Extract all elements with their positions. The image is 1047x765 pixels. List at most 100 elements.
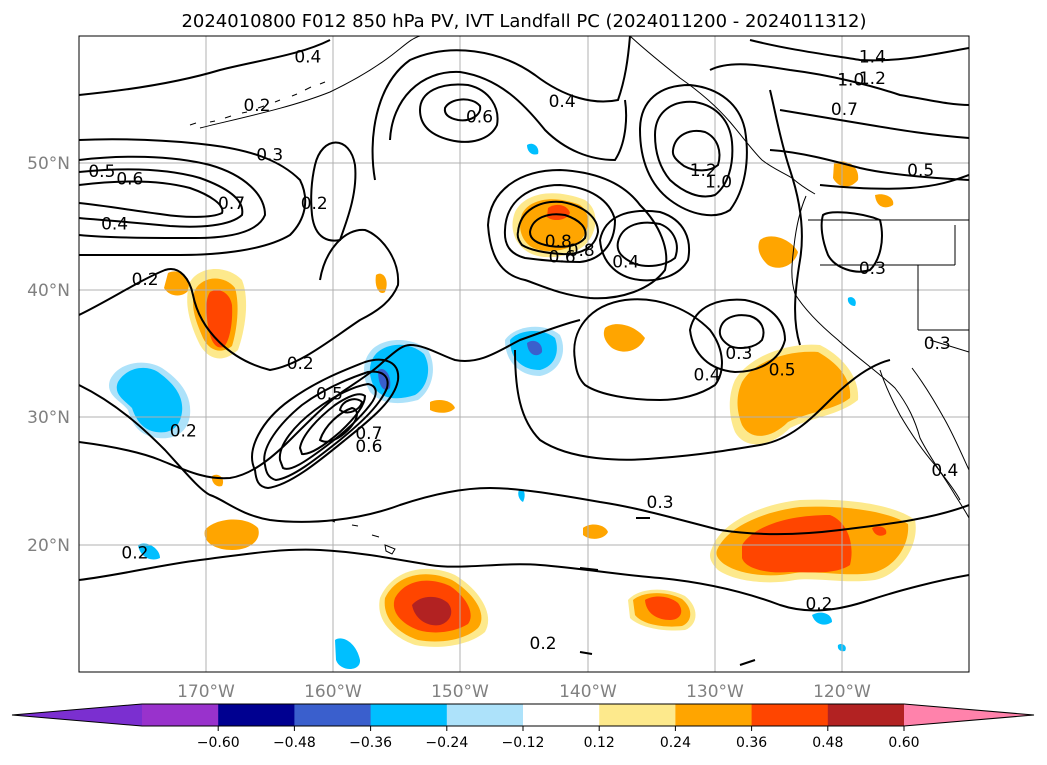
contour-label: 0.5 [316, 385, 343, 405]
pv-contour [486, 168, 668, 300]
contour-label: 0.5 [88, 162, 115, 182]
colorbar-segment [827, 704, 905, 726]
contour-labels: 0.40.20.30.5 0.60.70.40.20.20.60.40.80.60… [88, 48, 958, 654]
lon-tick-label: 120°W [813, 682, 871, 702]
ivt-negative-area [812, 612, 832, 625]
pv-contour [263, 370, 389, 482]
contour-label: 0.3 [725, 344, 752, 364]
contour-label: 0.6 [466, 107, 493, 127]
colorbar-tick-label: −0.48 [273, 735, 316, 751]
north-america-west-coast [791, 195, 969, 519]
contour-label: 1.2 [859, 69, 886, 89]
ivt-positive-area [430, 400, 455, 413]
pv-contours [79, 36, 969, 666]
pv-contour [79, 39, 331, 96]
map-frame [78, 35, 970, 673]
contour-label: 1.4 [859, 48, 886, 68]
contour-label: 0.2 [170, 422, 197, 442]
ivt-negative-area [138, 543, 160, 560]
ivt-positive-area [583, 524, 608, 539]
colorbar-segment [599, 704, 676, 726]
ivt-positive-area [645, 596, 682, 620]
pv-contour [278, 382, 377, 470]
map-title: 2024010800 F012 850 hPa PV, IVT Landfall… [181, 11, 866, 32]
lon-tick-label: 150°W [431, 682, 489, 702]
pv-contour [820, 211, 883, 273]
colorbar-tick-label: −0.60 [197, 735, 240, 751]
contour-label: 0.7 [218, 194, 245, 214]
contour-label: 0.2 [287, 354, 314, 374]
contour-label: 0.6 [549, 247, 576, 267]
pv-contour [638, 83, 748, 217]
ivt-positive-area [520, 199, 589, 252]
ivt-positive-area [758, 236, 798, 268]
contour-label: 0.6 [116, 170, 143, 190]
colorbar-outline [11, 703, 1035, 727]
ivt-positive-area [875, 194, 894, 208]
contour-label: 0.4 [931, 461, 958, 481]
ivt-negative-area [527, 340, 543, 356]
colorbar-segment [370, 704, 448, 726]
lon-tick-label: 130°W [686, 682, 744, 702]
pv-contour [310, 141, 357, 242]
ivt-positive-area [742, 515, 852, 573]
colorbar-segment [751, 704, 829, 726]
pv-contour [371, 36, 631, 181]
pv-contour [298, 393, 367, 456]
pv-contour [709, 63, 969, 106]
pv-contour [769, 89, 803, 346]
colorbar-tick-label: 0.24 [660, 735, 691, 751]
contour-label: 1.2 [690, 161, 717, 181]
pv-contour [418, 83, 499, 143]
lat-tick-label: 20°N [27, 536, 70, 556]
contour-label: 1.0 [705, 172, 732, 192]
state-borders [808, 219, 969, 353]
colorbar-tick-label: 0.48 [812, 735, 843, 751]
ivt-shading [109, 143, 916, 669]
contour-label: 0.3 [859, 259, 886, 279]
colorbar-segment [523, 704, 600, 726]
ivt-positive-area [206, 290, 233, 348]
contour-label: 0.7 [355, 424, 382, 444]
lat-tick-label: 50°N [27, 154, 70, 174]
pv-contour [718, 314, 765, 349]
pv-contour [79, 180, 224, 218]
colorbar-extend-low [12, 704, 142, 726]
ivt-positive-area [737, 351, 851, 436]
map-panel: 0.40.20.30.5 0.60.70.40.20.20.60.40.80.60… [27, 35, 970, 702]
ivt-negative-area [847, 297, 856, 306]
contour-label: 0.8 [545, 232, 572, 252]
lon-tick-label: 140°W [559, 682, 617, 702]
contour-label: 0.4 [294, 48, 321, 68]
colorbar-tick-label: −0.12 [502, 735, 545, 751]
ivt-negative-area [335, 638, 361, 669]
ivt-negative-area [116, 367, 183, 433]
pv-contour [503, 183, 617, 264]
colorbar-extend-high [904, 704, 1034, 726]
ivt-positive-area [872, 526, 887, 536]
contour-label: 0.2 [805, 595, 832, 615]
contour-label: 0.4 [549, 92, 576, 112]
pv-contour [653, 100, 734, 198]
colorbar-segment [675, 704, 753, 726]
pv-contour [251, 358, 400, 490]
colorbar: −0.60 −0.48 −0.36 −0.24 −0.12 0.12 0.24 0.36 0.4… [11, 703, 1035, 751]
lat-tick-labels: 50°N 40°N 30°N 20°N [27, 154, 70, 556]
pv-contour [579, 517, 756, 666]
colorbar-segment [294, 704, 372, 726]
ivt-positive-area [164, 271, 190, 296]
colorbar-segment [142, 704, 219, 726]
pv-contour [79, 168, 244, 228]
pv-contour [598, 209, 690, 282]
pv-contour [79, 138, 307, 256]
ivt-positive-area [833, 161, 859, 187]
pv-contour [616, 221, 678, 267]
contour-label: 0.6 [355, 437, 382, 457]
lon-tick-label: 170°W [177, 682, 235, 702]
ivt-positive-area [603, 324, 645, 352]
gulf-of-california [911, 367, 969, 471]
colorbar-tick-label: 0.60 [888, 735, 919, 751]
contour-label: 1.0 [837, 71, 864, 91]
pv-contour [79, 155, 267, 240]
colorbar-tick-label: 0.36 [736, 735, 767, 751]
